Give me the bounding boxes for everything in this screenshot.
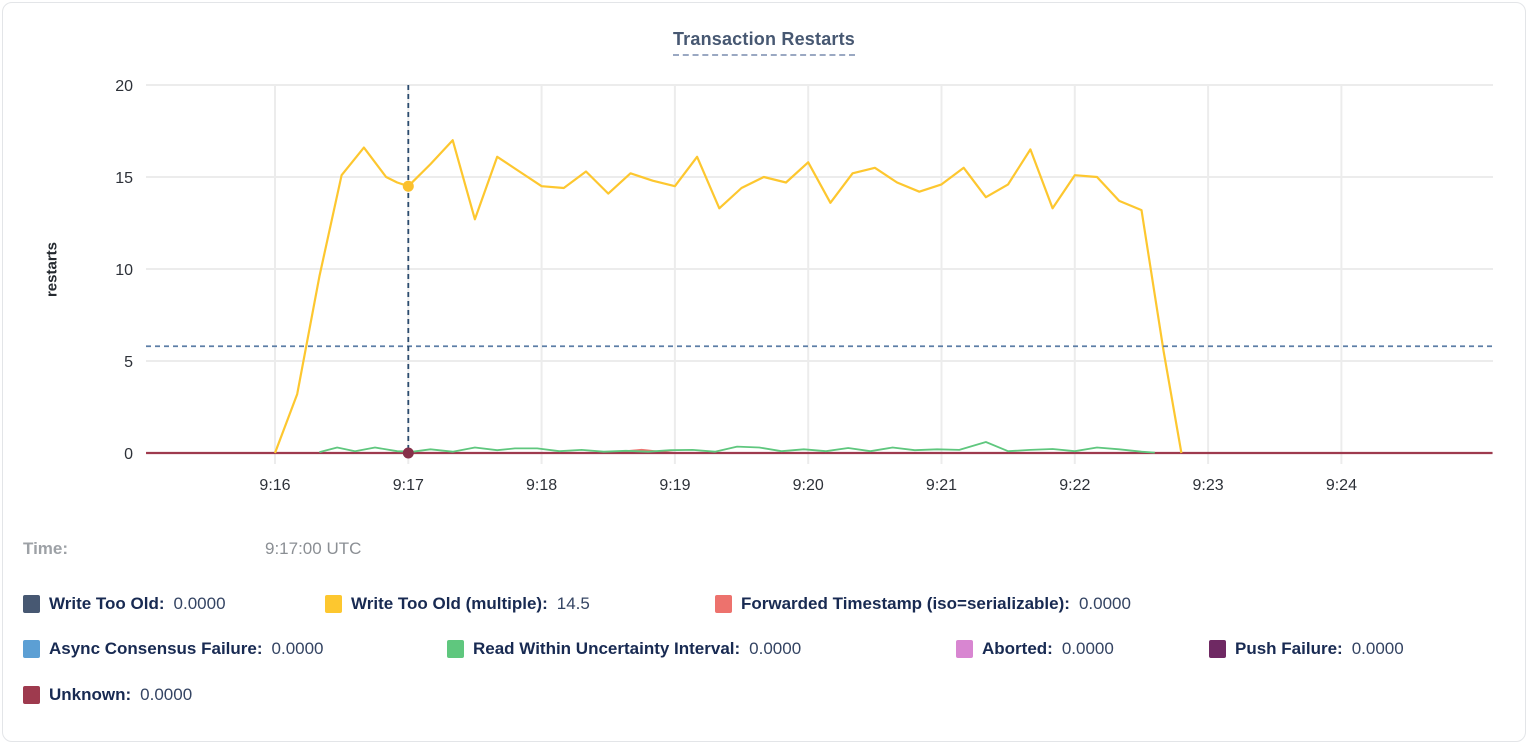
legend-item-forwarded-timestamp[interactable]: Forwarded Timestamp (iso=serializable): … xyxy=(715,594,1131,614)
series-line-read-within-uncertainty-interval xyxy=(319,441,1155,454)
legend-value: 14.5 xyxy=(556,594,590,613)
y-tick-label: 5 xyxy=(124,354,133,371)
legend-row-3: Unknown: 0.0000 xyxy=(3,685,1525,711)
legend-item-async-consensus-failure[interactable]: Async Consensus Failure: 0.0000 xyxy=(23,639,324,659)
legend-label: Write Too Old: xyxy=(49,594,165,613)
legend-value: 0.0000 xyxy=(1061,639,1114,658)
x-tick-label: 9:22 xyxy=(1059,477,1090,494)
legend-item-read-within-uncertainty[interactable]: Read Within Uncertainty Interval: 0.0000 xyxy=(447,639,801,659)
legend-value: 0.0000 xyxy=(749,639,802,658)
legend-item-write-too-old[interactable]: Write Too Old: 0.0000 xyxy=(23,594,226,614)
legend-swatch xyxy=(447,640,464,658)
x-tick-label: 9:17 xyxy=(393,477,424,494)
chart-title[interactable]: Transaction Restarts xyxy=(672,29,856,56)
legend-swatch xyxy=(23,595,40,613)
x-tick-label: 9:16 xyxy=(259,477,290,494)
legend-value: 0.0000 xyxy=(1078,594,1131,613)
time-value: 9:17:00 UTC xyxy=(265,539,362,558)
hover-time-row: Time: 9:17:00 UTC xyxy=(3,539,1525,563)
hover-dot-write-too-old-multiple- xyxy=(402,180,414,192)
legend-value: 0.0000 xyxy=(271,639,324,658)
legend-label: Read Within Uncertainty Interval: xyxy=(473,639,741,658)
legend-label: Write Too Old (multiple): xyxy=(351,594,548,613)
legend-label: Forwarded Timestamp (iso=serializable): xyxy=(741,594,1070,613)
hover-dot-unknown xyxy=(402,447,414,459)
x-tick-label: 9:24 xyxy=(1326,477,1357,494)
y-tick-label: 10 xyxy=(115,262,133,279)
legend-swatch xyxy=(715,595,732,613)
y-tick-label: 20 xyxy=(115,78,133,95)
legend-swatch xyxy=(23,686,40,704)
legend-swatch xyxy=(1209,640,1226,658)
legend-swatch xyxy=(956,640,973,658)
legend-item-aborted[interactable]: Aborted: 0.0000 xyxy=(956,639,1114,659)
legend-item-push-failure[interactable]: Push Failure: 0.0000 xyxy=(1209,639,1404,659)
legend-value: 0.0000 xyxy=(173,594,226,613)
legend-item-unknown[interactable]: Unknown: 0.0000 xyxy=(23,685,192,705)
chart-header: Transaction Restarts xyxy=(3,29,1525,56)
legend-label: Aborted: xyxy=(982,639,1053,658)
x-tick-label: 9:23 xyxy=(1193,477,1224,494)
legend-value: 0.0000 xyxy=(140,685,193,704)
y-tick-label: 15 xyxy=(115,170,133,187)
legend-row-2: Async Consensus Failure: 0.0000 Read Wit… xyxy=(3,639,1525,665)
time-label: Time: xyxy=(23,539,69,558)
legend-swatch xyxy=(325,595,342,613)
legend-row-1: Write Too Old: 0.0000 Write Too Old (mul… xyxy=(3,594,1525,620)
legend-label: Push Failure: xyxy=(1235,639,1343,658)
legend-label: Unknown: xyxy=(49,685,132,704)
transaction-restarts-chart[interactable]: 0 5 10 15 20 9:16 9:17 9:18 9:19 9:20 9:21 9:22 9:23… xyxy=(3,3,1526,528)
x-tick-label: 9:18 xyxy=(526,477,557,494)
legend-value: 0.0000 xyxy=(1351,639,1404,658)
legend-label: Async Consensus Failure: xyxy=(49,639,263,658)
x-tick-label: 9:21 xyxy=(926,477,957,494)
legend-swatch xyxy=(23,640,40,658)
x-tick-label: 9:20 xyxy=(793,477,824,494)
y-tick-label: 0 xyxy=(124,446,133,463)
legend-item-write-too-old-multiple[interactable]: Write Too Old (multiple): 14.5 xyxy=(325,594,590,614)
x-tick-label: 9:19 xyxy=(659,477,690,494)
